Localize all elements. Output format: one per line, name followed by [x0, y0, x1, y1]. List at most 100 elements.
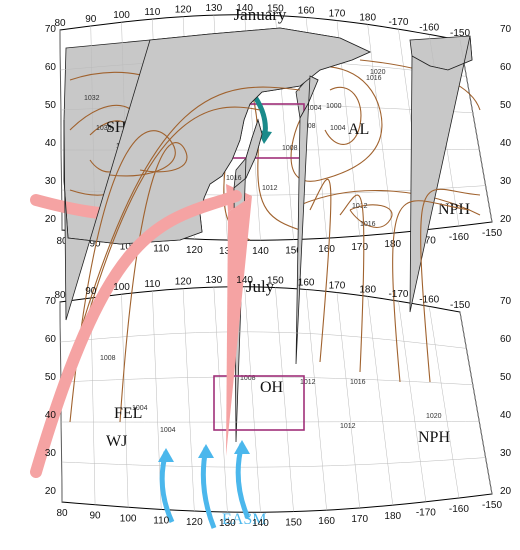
lon-tick-top: 120: [175, 277, 192, 288]
lon-tick-bottom: -170: [416, 508, 436, 519]
meridian-line: [336, 292, 360, 509]
parallel-line: [60, 376, 473, 386]
lat-tick-right: 50: [500, 372, 512, 383]
lat-tick-right: 40: [500, 138, 512, 149]
meridian-line: [459, 39, 493, 223]
lon-tick-top: 150: [267, 276, 284, 287]
meridian-line: [275, 287, 294, 512]
lon-tick-bottom: -150: [482, 228, 502, 239]
lon-tick-top: 140: [236, 275, 253, 286]
lat-tick-right: 60: [500, 334, 512, 345]
isobar-label: 1000: [326, 103, 342, 110]
isobar-contour: [324, 86, 362, 145]
summer-monsoon-arrowhead: [234, 440, 250, 454]
lon-tick-bottom: 170: [351, 242, 368, 253]
isobar-label: 1016: [366, 75, 382, 82]
pressure-system-label-sh: SH: [106, 119, 127, 136]
lon-tick-bottom: 150: [285, 518, 302, 529]
kamchatka: [295, 75, 319, 365]
summer-monsoon-arrowhead: [198, 444, 214, 458]
lon-tick-top: 160: [298, 5, 315, 16]
lon-tick-top: 180: [359, 12, 376, 23]
lat-tick-right: 20: [500, 214, 512, 225]
lon-tick-top: 90: [85, 286, 97, 297]
lon-tick-top: -150: [450, 300, 470, 311]
lat-tick-right: 30: [500, 176, 512, 187]
lon-tick-top: -170: [388, 17, 408, 28]
lon-tick-bottom: 120: [186, 517, 203, 528]
lon-tick-top: 160: [298, 277, 315, 288]
meridian-line: [459, 311, 493, 495]
lon-tick-top: 100: [113, 282, 130, 293]
isobar-label: 1012: [340, 423, 356, 430]
lon-tick-bottom: 130: [219, 246, 236, 257]
isobar-contour: [349, 204, 393, 228]
lon-tick-top: -160: [419, 294, 439, 305]
meridian-line: [121, 294, 129, 508]
lon-tick-bottom: 110: [153, 515, 169, 526]
lat-tick-left: 20: [45, 486, 57, 497]
panel-title: July: [246, 277, 275, 296]
lon-tick-bottom: 170: [351, 514, 368, 525]
lat-tick-left: 40: [45, 138, 57, 149]
isobar-label: 1004: [160, 427, 176, 434]
meridian-line: [152, 291, 162, 510]
lon-tick-top: 150: [267, 4, 284, 15]
pressure-system-label-fel: FEL: [114, 405, 142, 422]
lon-tick-bottom: -160: [449, 504, 469, 515]
lon-tick-bottom: 140: [252, 518, 269, 529]
lon-tick-top: 180: [359, 284, 376, 295]
lat-tick-left: 50: [45, 372, 57, 383]
meridian-line: [213, 287, 228, 513]
lon-tick-top: 130: [206, 275, 223, 286]
isobar-label: 1004: [306, 105, 322, 112]
meridian-line: [182, 288, 195, 512]
lon-tick-top: 110: [144, 7, 160, 18]
lon-tick-bottom: 130: [219, 518, 236, 529]
lat-tick-right: 70: [500, 296, 512, 307]
lon-tick-bottom: 100: [120, 241, 137, 252]
lon-tick-bottom: 90: [90, 239, 102, 250]
isobar-label: 1020: [370, 69, 386, 76]
isobar-label: 1016: [226, 175, 242, 182]
lat-tick-left: 70: [45, 24, 57, 35]
monsoon-label: EASM: [222, 511, 266, 528]
lon-tick-top: -150: [450, 28, 470, 39]
lat-tick-right: 30: [500, 448, 512, 459]
lon-tick-bottom: -170: [416, 236, 436, 247]
isobar-label: 1020: [426, 413, 442, 420]
westerly-jet-arrow: [30, 190, 242, 478]
lon-tick-top: 130: [206, 3, 223, 14]
lon-tick-bottom: 180: [384, 511, 401, 522]
isobar-label: 1016: [350, 379, 366, 386]
pressure-system-label-oh: OH: [260, 379, 284, 396]
lat-tick-left: 60: [45, 334, 57, 345]
isobar-contour: [290, 65, 383, 182]
isobar-contour: [309, 178, 332, 363]
pressure-system-label-al: AL: [348, 121, 369, 138]
meridian-line: [305, 289, 327, 511]
isobar-contour: [69, 130, 176, 423]
lon-tick-bottom: 150: [285, 246, 302, 257]
pressure-system-label-nph: NPH: [418, 429, 450, 446]
lat-tick-left: 30: [45, 448, 57, 459]
lon-tick-bottom: 80: [56, 508, 68, 519]
isobar-label: 1008: [100, 355, 116, 362]
lat-tick-right: 50: [500, 100, 512, 111]
lon-tick-bottom: 160: [318, 516, 335, 527]
westerly-jet-arrowhead: [226, 196, 252, 456]
alaska: [409, 35, 473, 313]
lon-tick-bottom: 110: [153, 243, 169, 254]
lon-tick-bottom: -160: [449, 232, 469, 243]
land-mass: [63, 27, 371, 321]
lon-tick-bottom: -150: [482, 500, 502, 511]
lon-tick-bottom: 100: [120, 513, 137, 524]
lat-tick-left: 70: [45, 296, 57, 307]
lon-tick-top: 80: [54, 290, 66, 301]
lon-tick-top: 90: [85, 14, 97, 25]
lon-tick-bottom: 90: [90, 511, 102, 522]
study-region-box: [213, 375, 305, 431]
meridian-line: [398, 301, 427, 502]
isobar-label: 1012: [352, 203, 368, 210]
